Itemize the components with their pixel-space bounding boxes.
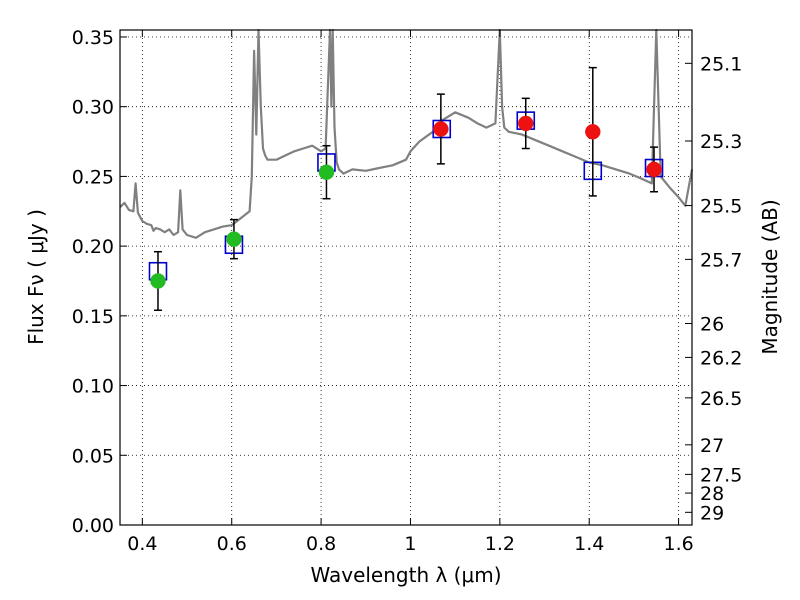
data-point	[433, 121, 449, 137]
y-tick-label: 0.20	[72, 236, 114, 258]
y2-tick-label: 26	[700, 314, 724, 336]
spectrum-layer	[119, 28, 694, 239]
data-point	[646, 161, 662, 178]
data-point	[518, 115, 534, 132]
x-tick-label: 1.2	[485, 533, 515, 555]
data-point	[585, 124, 601, 140]
x-tick-label: 1	[404, 533, 416, 555]
y-axis-label: Flux Fν ( μJy )	[24, 209, 48, 345]
y-tick-label: 0.35	[72, 27, 114, 49]
y-tick-label: 0.00	[72, 515, 114, 537]
ticks: 0.4 0.6 0.8 1 1.2 1.4 1.6 0.00 0.05 0.10 0.15 0.20 0…	[72, 27, 743, 555]
data-point	[150, 273, 166, 289]
y2-tick-label: 25.7	[700, 249, 742, 271]
y2-tick-label: 26.5	[700, 388, 742, 410]
y-tick-label: 0.30	[72, 97, 114, 119]
x-tick-label: 0.6	[217, 533, 247, 555]
model-spectrum-line	[119, 28, 694, 239]
y-tick-label: 0.15	[72, 306, 114, 328]
x-tick-label: 1.4	[574, 533, 604, 555]
data-point	[318, 164, 335, 180]
y2-tick-label: 25.1	[700, 53, 742, 75]
x-tick-label: 0.4	[127, 533, 157, 555]
y-tick-label: 0.25	[72, 166, 114, 188]
plot-frame	[119, 29, 693, 526]
grid	[120, 30, 692, 526]
y2-tick-label: 26.2	[700, 347, 742, 369]
data-point	[226, 231, 242, 247]
y-tick-label: 0.10	[72, 376, 114, 398]
y2-axis-label: Magnitude (AB)	[758, 199, 782, 354]
x-tick-label: 1.6	[663, 533, 693, 555]
y2-tick-label: 27.5	[700, 464, 742, 486]
axes-border	[119, 29, 693, 526]
x-tick-label: 0.8	[306, 533, 336, 555]
y2-tick-label: 27	[700, 435, 724, 457]
y-tick-label: 0.05	[72, 445, 114, 467]
x-axis-label: Wavelength λ (μm)	[310, 563, 501, 587]
marks-layer	[148, 66, 664, 312]
y2-tick-label: 29	[700, 502, 724, 524]
y2-tick-label: 28	[700, 483, 724, 505]
y2-tick-label: 25.5	[700, 196, 742, 218]
y2-tick-label: 25.3	[700, 131, 742, 153]
